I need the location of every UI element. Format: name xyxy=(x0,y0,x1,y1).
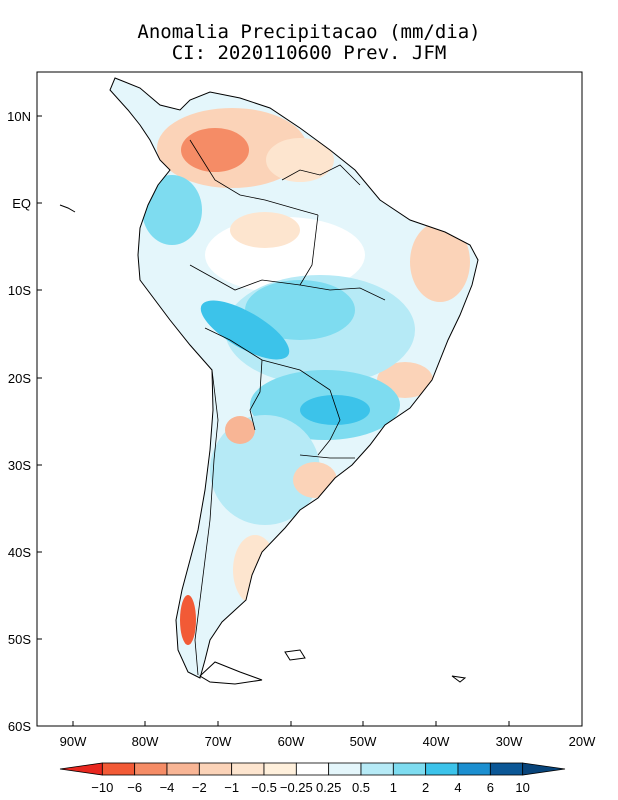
colorbar-swatch xyxy=(328,762,362,776)
longitude-ticks: 90W 80W 70W 60W 50W 40W 30W 20W xyxy=(60,721,596,749)
colorbar-swatch xyxy=(198,762,233,776)
colorbar-swatch xyxy=(101,762,136,776)
colorbar-label: 1 xyxy=(390,780,397,795)
lon-label: 80W xyxy=(132,734,159,749)
colorbar-swatch xyxy=(425,762,459,776)
anomaly-patch-andes xyxy=(200,300,290,360)
colorbar-swatch xyxy=(360,762,394,776)
colorbar: −10 −6 −4 −2 −1 −0.5 −0.25 0.25 0.5 1 2 4 6 10 xyxy=(59,762,566,795)
lat-label: EQ xyxy=(12,196,31,211)
anomaly-patch-argentina-dry xyxy=(225,416,255,444)
colorbar-label: 4 xyxy=(454,780,461,795)
colorbar-swatch xyxy=(392,762,427,776)
lat-label: 20S xyxy=(8,371,31,386)
country-borders xyxy=(189,139,386,676)
map-title-line2: CI: 2020110600 Prev. JFM xyxy=(171,42,447,64)
lat-label: 60S xyxy=(8,719,31,734)
colorbar-label: −6 xyxy=(127,780,142,795)
colorbar-swatch xyxy=(231,762,265,776)
colorbar-label: −0.25 xyxy=(280,780,313,795)
colorbar-label: −1 xyxy=(224,780,239,795)
colorbar-swatch xyxy=(263,762,297,776)
colorbar-label: 0.5 xyxy=(352,780,370,795)
lat-label: 30S xyxy=(8,458,31,473)
anomaly-patch-colombia-core xyxy=(181,128,249,172)
colorbar-label: 0.25 xyxy=(316,780,341,795)
colorbar-swatch xyxy=(59,762,103,776)
coastline xyxy=(59,77,479,685)
colorbar-swatch xyxy=(134,762,168,776)
colorbar-label: 2 xyxy=(422,780,429,795)
colorbar-swatch xyxy=(457,762,491,776)
map-title-line1: Anomalia Precipitacao (mm/dia) xyxy=(137,21,481,43)
colorbar-swatch xyxy=(166,762,200,776)
lon-label: 20W xyxy=(569,734,596,749)
map-frame xyxy=(36,71,583,727)
lon-label: 50W xyxy=(350,734,377,749)
colorbar-label: −2 xyxy=(192,780,207,795)
anomaly-patch-amazon-dry xyxy=(230,212,300,248)
lon-label: 70W xyxy=(205,734,232,749)
latitude-ticks: 10N EQ 10S 20S 30S 40S 50S 60S xyxy=(7,109,42,734)
lon-label: 30W xyxy=(496,734,523,749)
lon-label: 60W xyxy=(278,734,305,749)
anomaly-patch-guyana xyxy=(266,138,334,182)
colorbar-swatch xyxy=(295,762,330,776)
colorbar-label: −10 xyxy=(91,780,113,795)
colorbar-swatch xyxy=(489,762,524,776)
lat-label: 40S xyxy=(8,545,31,560)
anomaly-patch-uruguay xyxy=(293,462,337,498)
anomaly-patch-northeast xyxy=(410,222,470,302)
anomaly-patch-southeast-core xyxy=(300,395,370,425)
colorbar-label: 10 xyxy=(515,780,529,795)
lat-label: 50S xyxy=(8,632,31,647)
colorbar-swatch xyxy=(522,762,566,776)
anomaly-patch-southern-chile xyxy=(180,595,196,645)
lat-label: 10S xyxy=(8,283,31,298)
colorbar-label: −4 xyxy=(160,780,175,795)
lon-label: 40W xyxy=(423,734,450,749)
lat-label: 10N xyxy=(7,109,31,124)
colorbar-label: 6 xyxy=(487,780,494,795)
anomaly-patch-ecuador xyxy=(142,175,202,245)
anomaly-patch-central-core xyxy=(245,280,355,340)
anomaly-patch-patagonia-dry xyxy=(233,535,277,605)
colorbar-label: −0.5 xyxy=(251,780,277,795)
anomaly-field xyxy=(110,78,478,678)
lon-label: 90W xyxy=(60,734,87,749)
